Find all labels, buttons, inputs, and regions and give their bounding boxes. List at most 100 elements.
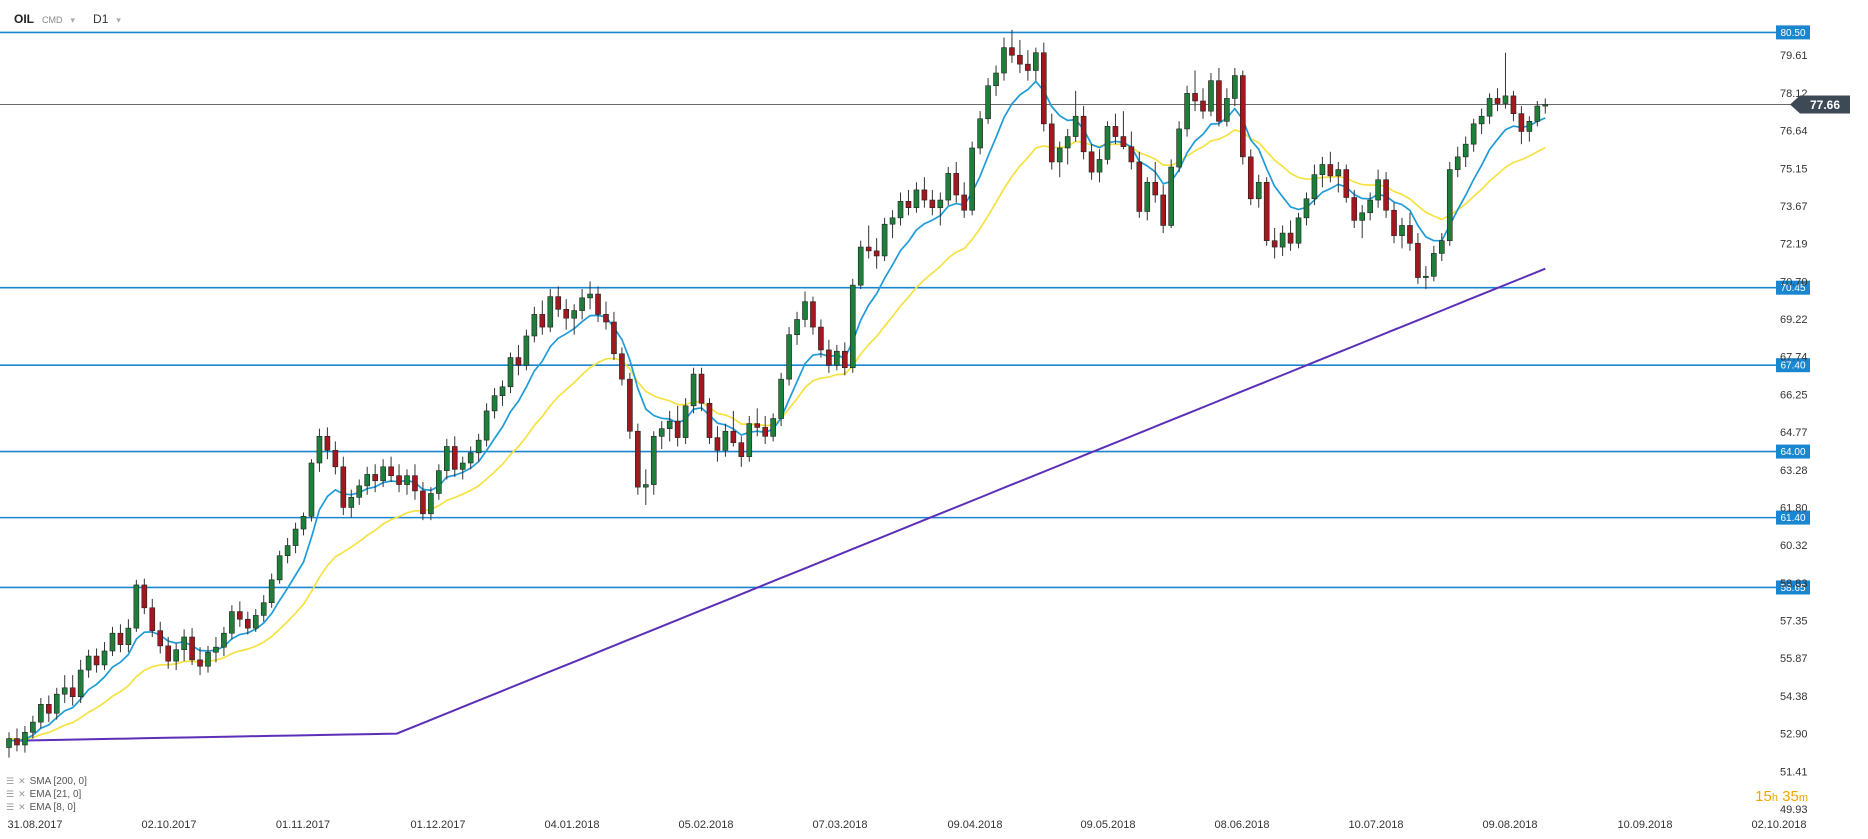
candle	[865, 225, 872, 259]
indicator-legend: ☰ ✕ SMA [200, 0] ☰ ✕ EMA [21, 0] ☰ ✕ EMA…	[6, 775, 87, 814]
candle	[364, 466, 371, 495]
candle-body	[380, 466, 386, 482]
y-tick-label: 69.22	[1780, 314, 1808, 326]
close-icon[interactable]: ✕	[18, 776, 26, 786]
candle	[1001, 37, 1007, 81]
candle-body	[467, 452, 474, 464]
timeframe-label[interactable]: D1	[93, 12, 109, 26]
indicator-row[interactable]: ☰ ✕ EMA [8, 0]	[6, 801, 87, 814]
candle	[810, 296, 816, 335]
symbol-label[interactable]: OIL	[14, 12, 34, 26]
candle	[101, 642, 108, 671]
candle-body	[181, 636, 187, 651]
candle	[746, 415, 753, 462]
chevron-down-icon[interactable]: ▾	[116, 15, 121, 25]
candle-body	[642, 484, 649, 488]
candle-body	[905, 201, 912, 208]
candle	[173, 643, 179, 671]
candle-body	[436, 470, 442, 494]
candle	[1287, 220, 1294, 251]
candle	[1399, 217, 1405, 249]
candle-body	[834, 350, 840, 366]
indicator-row[interactable]: ☰ ✕ SMA [200, 0]	[6, 775, 87, 788]
level-tag	[1776, 580, 1810, 595]
candle-body	[1048, 123, 1055, 163]
candle-body	[706, 402, 713, 438]
close-icon[interactable]: ✕	[18, 802, 26, 812]
candle-body	[865, 246, 872, 252]
candle-body	[1454, 156, 1461, 170]
candle-body	[1192, 93, 1198, 102]
candle-body	[1502, 95, 1509, 104]
y-tick-label: 67.74	[1780, 352, 1808, 364]
candle-body	[1263, 181, 1270, 242]
settings-icon[interactable]: ☰	[6, 789, 15, 799]
settings-icon[interactable]: ☰	[6, 776, 15, 786]
y-tick-label: 58.83	[1780, 578, 1808, 590]
candle-body	[45, 704, 52, 714]
candle	[436, 464, 442, 500]
candle-body	[1319, 164, 1326, 175]
level-tag-label: 61.40	[1780, 513, 1805, 524]
ema21-path	[8, 128, 1546, 740]
y-tick-label: 76.64	[1780, 125, 1808, 137]
candle-body	[555, 296, 562, 310]
candle	[324, 427, 331, 460]
candle	[1240, 70, 1246, 165]
candle-body	[85, 655, 92, 671]
candle	[1534, 100, 1541, 127]
candle-body	[324, 436, 331, 451]
candle	[993, 65, 999, 96]
candle	[1184, 85, 1190, 137]
candle	[53, 687, 60, 720]
chevron-down-icon[interactable]: ▾	[70, 15, 76, 25]
candle-body	[141, 584, 148, 609]
candle-body	[69, 687, 76, 698]
candle-body	[921, 189, 928, 201]
candle	[515, 344, 522, 376]
candle-body	[810, 301, 816, 328]
indicator-row[interactable]: ☰ ✕ EMA [21, 0]	[6, 788, 87, 801]
candle-body	[1041, 52, 1047, 125]
candle-body	[1327, 164, 1334, 177]
candle	[396, 464, 402, 493]
price-axis: 79.6178.1276.6475.1573.6772.1970.7069.22…	[1780, 50, 1808, 816]
instrument-type-label: CMD	[42, 15, 63, 25]
candle-body	[292, 528, 299, 546]
candle	[754, 408, 761, 437]
candle-body	[475, 439, 482, 454]
candle	[451, 436, 458, 477]
candle-body	[579, 297, 585, 311]
candle-body	[587, 293, 593, 299]
candle	[237, 601, 243, 627]
candle-body	[1287, 232, 1294, 244]
y-tick-label: 60.32	[1780, 540, 1808, 552]
candle	[292, 522, 299, 554]
candle	[1327, 151, 1334, 183]
settings-icon[interactable]: ☰	[6, 802, 15, 812]
candle-body	[205, 651, 211, 667]
candle	[897, 192, 904, 226]
candle	[1208, 73, 1214, 117]
current-price-tag-shape	[1790, 95, 1850, 114]
candle	[284, 537, 291, 564]
candle-body	[388, 466, 394, 476]
candle	[658, 421, 665, 450]
candle-body	[1247, 156, 1254, 200]
candle	[1232, 67, 1238, 107]
close-icon[interactable]: ✕	[18, 789, 26, 799]
candle-body	[1025, 63, 1031, 71]
candle	[475, 433, 482, 462]
candle	[945, 167, 952, 206]
candle-body	[977, 118, 983, 149]
candle-body	[666, 420, 673, 429]
candle	[221, 626, 227, 657]
candle	[1383, 172, 1389, 218]
candle	[1136, 151, 1143, 218]
candle	[682, 398, 689, 444]
candle-body	[1351, 197, 1358, 221]
candle-body	[451, 446, 458, 470]
candle	[961, 182, 968, 218]
countdown-minutes: 35	[1782, 788, 1799, 805]
